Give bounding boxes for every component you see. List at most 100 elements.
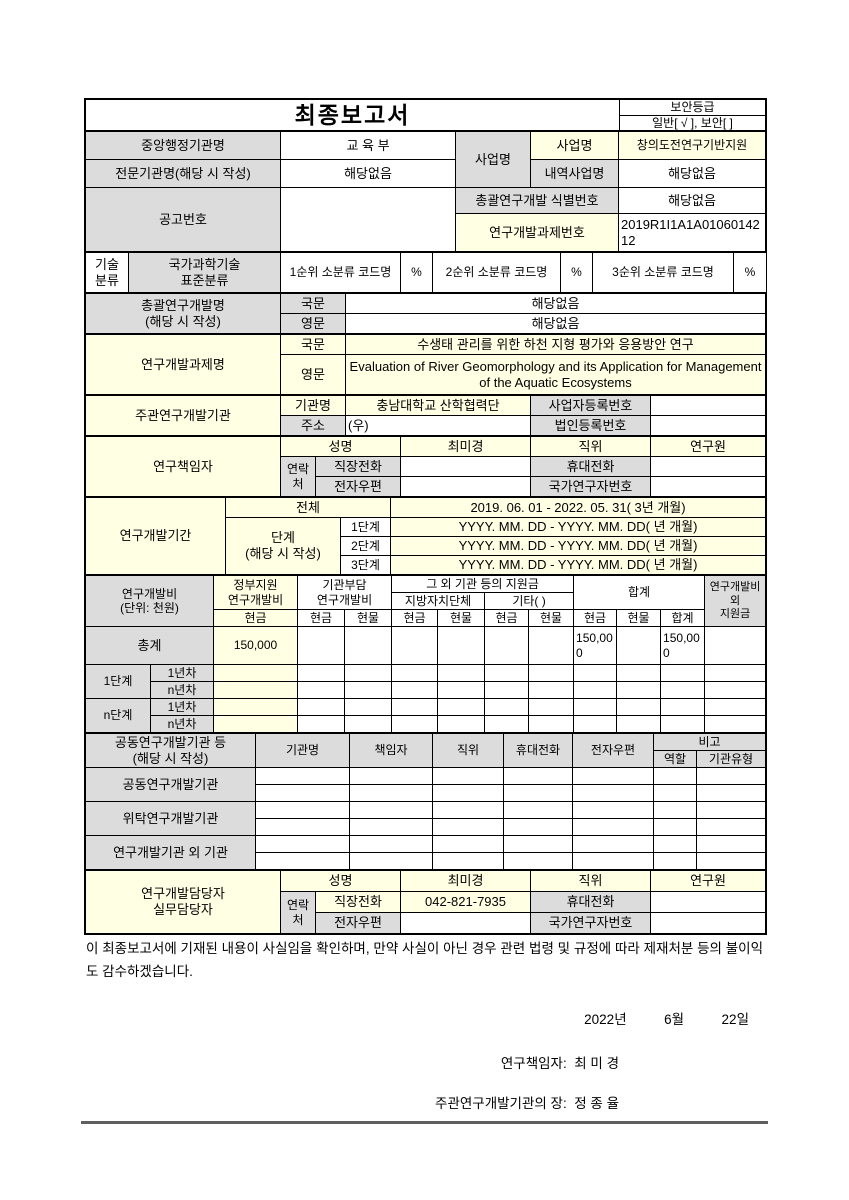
manager-contact-label: 연락처 bbox=[280, 891, 316, 935]
partners-label: 공동연구개발기관 등 (해당 시 작성) bbox=[85, 733, 256, 769]
partner-cell bbox=[572, 767, 654, 786]
budget-cell bbox=[660, 681, 706, 700]
business-reg-no-value bbox=[650, 395, 766, 417]
project-name-kor-value: 수생태 관리를 위한 하천 지형 평가와 응용방안 연구 bbox=[345, 334, 766, 356]
partner-cell bbox=[653, 818, 697, 837]
budget-etc-label: 기타( ) bbox=[484, 592, 575, 611]
basic-info-table: 중앙행정기관명 교 육 부 사업명 사업명 창의도전연구기반지원 전문기관명(해… bbox=[85, 131, 766, 253]
manager-position-value: 연구원 bbox=[650, 870, 767, 893]
partners-col-mobile: 휴대전화 bbox=[503, 733, 573, 769]
manager-mobile-value bbox=[650, 891, 767, 914]
pi-label: 연구책임자 bbox=[85, 436, 281, 498]
partners-col-position: 직위 bbox=[432, 733, 504, 769]
budget-cell bbox=[437, 681, 486, 700]
partner-cell bbox=[255, 852, 350, 871]
pi-email-value bbox=[400, 476, 532, 498]
budget-total-gov-cash: 150,000 bbox=[213, 626, 299, 666]
manager-position-label: 직위 bbox=[530, 870, 652, 893]
budget-cell bbox=[528, 715, 575, 734]
budget-cell bbox=[484, 715, 530, 734]
tech-class-table: 기술 분류 국가과학기술 표준분류 1순위 소분류 코드명 % 2순위 소분류 … bbox=[85, 252, 767, 294]
budget-cell bbox=[616, 698, 662, 717]
joint-org-label: 공동연구개발기관 bbox=[85, 767, 256, 803]
budget-local-inkind-label: 현물 bbox=[437, 609, 486, 628]
project-name-kor-label: 국문 bbox=[280, 334, 346, 356]
consigned-org-label: 위탁연구개발기관 bbox=[85, 801, 256, 837]
period-stage-label: 단계 (해당 시 작성) bbox=[225, 517, 341, 576]
partners-note-label: 비고 bbox=[653, 733, 766, 752]
business-reg-no-label: 사업자등록번호 bbox=[530, 395, 651, 417]
period-stage1-value: YYYY. MM. DD - YYYY. MM. DD( 년 개월) bbox=[390, 517, 767, 538]
pi-table: 연구책임자 성명 최미경 직위 연구원 연락처 직장전화 휴대전화 전자우편 국… bbox=[85, 436, 767, 498]
partner-cell bbox=[349, 801, 433, 820]
budget-stage1-year1-label: 1년차 bbox=[149, 664, 215, 683]
lead-org-name-label: 기관명 bbox=[280, 395, 346, 417]
lead-org-table: 주관연구개발기관 기관명 충남대학교 산학협력단 사업자등록번호 주소 (우) … bbox=[85, 395, 766, 437]
budget-sum-cash-label: 현금 bbox=[573, 609, 618, 628]
budget-cell bbox=[484, 698, 530, 717]
partner-cell bbox=[696, 767, 766, 786]
budget-cell bbox=[391, 664, 439, 683]
period-total-value: 2019. 06. 01 - 2022. 05. 31( 3년 개월) bbox=[390, 497, 767, 519]
manager-phone-value: 042-821-7935 bbox=[400, 891, 532, 914]
budget-gov-cash-label: 현금 bbox=[213, 609, 299, 628]
budget-cell bbox=[213, 664, 299, 683]
partner-cell bbox=[653, 801, 697, 820]
budget-gov-label: 정부지원 연구개발비 bbox=[213, 575, 299, 611]
partner-cell bbox=[432, 835, 504, 854]
partner-cell bbox=[432, 784, 504, 803]
partner-cell bbox=[653, 767, 697, 786]
lead-org-name-value: 충남대학교 산학협력단 bbox=[345, 395, 531, 417]
overall-name-table: 총괄연구개발명 (해당 시 작성) 국문 해당없음 영문 해당없음 bbox=[85, 293, 766, 335]
budget-cell bbox=[528, 681, 575, 700]
partner-cell bbox=[503, 801, 573, 820]
project-name-label: 연구개발과제명 bbox=[85, 334, 281, 396]
manager-email-label: 전자우편 bbox=[314, 912, 402, 935]
budget-etc-inkind-label: 현물 bbox=[528, 609, 575, 628]
project-name-table: 연구개발과제명 국문 수생태 관리를 위한 하천 지형 평가와 응용방안 연구 … bbox=[85, 334, 766, 396]
partner-cell bbox=[255, 835, 350, 854]
period-stage3-label: 3단계 bbox=[339, 555, 392, 576]
partner-cell bbox=[349, 835, 433, 854]
partner-cell bbox=[503, 818, 573, 837]
budget-cell bbox=[213, 681, 299, 700]
budget-cell bbox=[297, 715, 346, 734]
expert-org-value: 해당없음 bbox=[280, 159, 456, 189]
budget-cell bbox=[660, 698, 706, 717]
announcement-no-label: 공고번호 bbox=[85, 187, 281, 253]
budget-total-row-label: 총계 bbox=[84, 626, 215, 666]
budget-stagen-year1-label: 1년차 bbox=[149, 698, 215, 717]
manager-mobile-label: 휴대전화 bbox=[530, 891, 652, 914]
overall-id-value: 해당없음 bbox=[618, 187, 766, 215]
budget-cell bbox=[391, 698, 439, 717]
partner-cell bbox=[653, 835, 697, 854]
partner-cell bbox=[255, 767, 350, 786]
budget-cell bbox=[344, 664, 393, 683]
budget-cell bbox=[297, 626, 346, 666]
budget-cell bbox=[213, 698, 299, 717]
pi-email-label: 전자우편 bbox=[314, 476, 402, 498]
budget-cell bbox=[437, 664, 486, 683]
pi-researcher-no-value bbox=[650, 476, 767, 498]
budget-cell bbox=[528, 664, 575, 683]
overall-name-kor-value: 해당없음 bbox=[345, 293, 766, 315]
budget-total-sum-cash: 150,000 bbox=[573, 626, 618, 666]
address-label: 주소 bbox=[280, 415, 346, 437]
external-org-label: 연구개발기관 외 기관 bbox=[85, 835, 256, 871]
period-stage3-value: YYYY. MM. DD - YYYY. MM. DD( 년 개월) bbox=[390, 555, 767, 576]
budget-cell bbox=[391, 681, 439, 700]
budget-cell bbox=[704, 664, 767, 683]
budget-cell bbox=[573, 698, 618, 717]
budget-extra-label: 연구개발비 외 지원금 bbox=[704, 575, 767, 628]
period-stage1-label: 1단계 bbox=[339, 517, 392, 538]
sub-business-value: 해당없음 bbox=[618, 159, 766, 189]
budget-cell bbox=[660, 715, 706, 734]
pi-name-label: 성명 bbox=[279, 436, 402, 458]
partner-cell bbox=[432, 767, 504, 786]
budget-cell bbox=[437, 715, 486, 734]
central-admin-value: 교 육 부 bbox=[280, 131, 456, 161]
budget-cell bbox=[344, 698, 393, 717]
report-title: 최종보고서 bbox=[85, 98, 620, 132]
budget-cell bbox=[704, 626, 767, 666]
